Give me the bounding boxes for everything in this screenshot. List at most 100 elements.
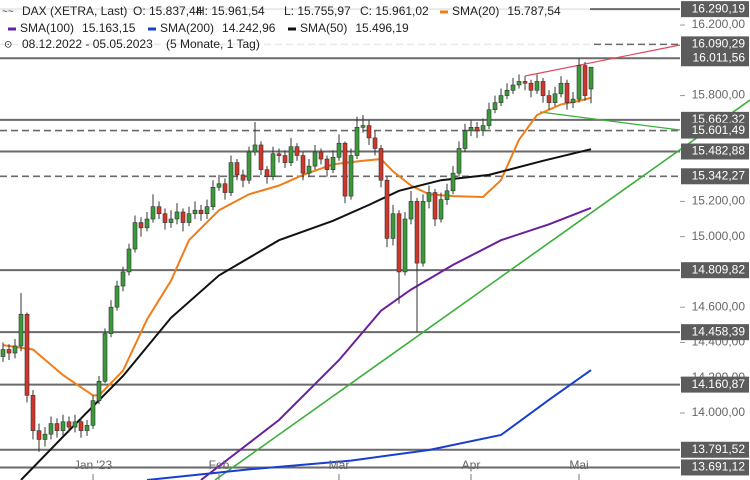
candle-body (432, 192, 438, 220)
candle-body (576, 65, 582, 100)
candle-body (240, 174, 246, 181)
candle-body (360, 125, 366, 128)
level-label-box (681, 143, 749, 160)
candle-body (534, 81, 540, 91)
legend-name: SMA(200) (160, 21, 214, 35)
level-label: 15.482,88 (692, 144, 746, 158)
ohlc-label: H: 15.961,54 (196, 4, 265, 18)
level-label: 14.458,39 (692, 324, 746, 338)
candle-body (552, 93, 558, 103)
candle-body (294, 146, 300, 156)
legend-name: SMA(50) (300, 21, 347, 35)
candle-body (42, 433, 48, 440)
level-label-box (681, 1, 749, 18)
legend-value: 15.496,19 (355, 21, 409, 35)
candle-body (204, 206, 210, 215)
candle-body (528, 82, 534, 91)
candle-body (270, 153, 276, 177)
legend-value: 15.163,15 (82, 21, 136, 35)
candle-body (30, 395, 36, 431)
legend-value: 15.787,54 (507, 4, 561, 18)
candle-body (72, 421, 78, 428)
chart-icon: ~~ (2, 7, 14, 18)
candle-body (78, 421, 84, 431)
candle-body (312, 151, 318, 167)
candle-body (90, 400, 96, 426)
x-tick-label: Mär (329, 458, 350, 472)
candle-body (108, 306, 114, 334)
x-tick-label: Mai (569, 458, 588, 472)
candle-body (282, 155, 288, 163)
candle-body (306, 165, 312, 174)
x-tick-label: Feb (209, 458, 230, 472)
candle-body (336, 142, 342, 158)
candle-body (36, 430, 42, 440)
level-label: 16.090,29 (692, 37, 746, 51)
level-label-box (681, 50, 749, 67)
candle-body (198, 209, 204, 215)
candle-body (396, 213, 402, 273)
candle-body (450, 172, 456, 192)
candle-body (546, 95, 552, 103)
y-tick-label: 16.200,00 (692, 17, 746, 31)
level-label: 13.791,52 (692, 442, 746, 456)
resistance-trend-line (524, 44, 681, 77)
x-tick-label: Apr (462, 458, 481, 472)
candle-body (474, 127, 480, 132)
candle-body (120, 271, 126, 287)
candle-body (54, 423, 60, 431)
candle-body (258, 144, 264, 170)
candle-body (216, 183, 222, 188)
candle-body (18, 313, 24, 347)
level-label-box (681, 262, 749, 279)
y-tick-label: 15.800,00 (692, 88, 746, 102)
candle-body (402, 218, 408, 273)
candle-body (486, 109, 492, 126)
candle-body (288, 146, 294, 163)
candle-body (12, 345, 18, 354)
y-tick-label: 15.000,00 (692, 229, 746, 243)
y-tick-label: 14.000,00 (692, 405, 746, 419)
candle-body (354, 127, 360, 156)
candle-body (408, 201, 414, 220)
trend-lines (214, 44, 750, 480)
candle-body (222, 183, 228, 193)
candle-body (234, 162, 240, 176)
candle-body (210, 186, 216, 207)
y-tick-label: 14.600,00 (692, 299, 746, 313)
sma-line (146, 369, 592, 480)
candle-body (126, 248, 132, 273)
candle-body (264, 169, 270, 177)
ohlc-label: C: 15.961,02 (360, 4, 429, 18)
candle-body (468, 127, 474, 132)
level-label-box (681, 168, 749, 185)
candle-body (174, 211, 180, 220)
candle-body (114, 285, 120, 308)
candle-body (516, 81, 522, 86)
level-label: 15.662,32 (692, 112, 746, 126)
period-note: (5 Monate, 1 Tag) (166, 37, 260, 51)
candle-body (228, 162, 234, 193)
level-label-box (681, 36, 749, 53)
candle-body (390, 213, 396, 239)
candle-body (498, 95, 504, 103)
candle-body (540, 81, 546, 96)
sma-line (200, 206, 592, 480)
x-tick-label: Jan '23 (74, 458, 113, 472)
candle-body (138, 222, 144, 229)
candle-body (156, 206, 162, 215)
candle-body (372, 137, 378, 149)
candle-body (366, 125, 372, 139)
legend-name: SMA(20) (452, 4, 499, 18)
support-trend-line (214, 99, 750, 480)
candle-body (492, 102, 498, 110)
ohlc-label: O: 15.837,44 (133, 4, 203, 18)
candle-body (318, 151, 324, 160)
candle-body (456, 148, 462, 174)
candle-body (522, 81, 528, 84)
level-label: 15.342,27 (692, 168, 746, 182)
candle-body (438, 199, 444, 220)
candle-body (0, 349, 6, 357)
level-label-box (681, 441, 749, 458)
